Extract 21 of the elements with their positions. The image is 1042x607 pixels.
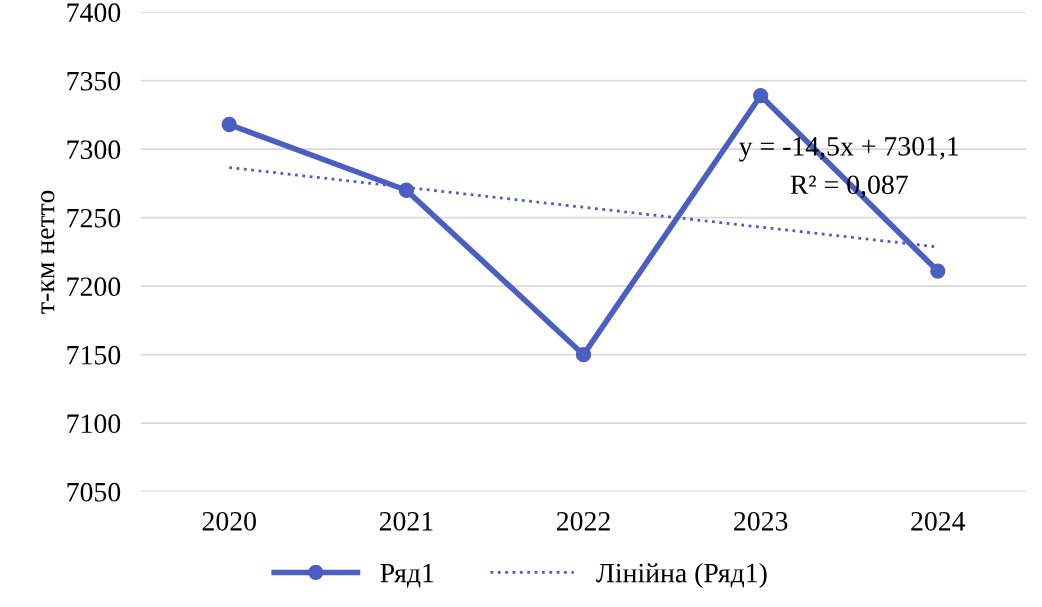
point	[753, 88, 769, 104]
x-tick-label: 2021	[379, 511, 433, 531]
y-tick-label: 7300	[67, 140, 121, 160]
y-axis-title: т-км нетто	[41, 190, 55, 314]
point	[398, 182, 415, 198]
y-tick-label: 7200	[67, 277, 121, 297]
point	[930, 263, 946, 279]
point	[575, 347, 592, 363]
point	[221, 116, 237, 133]
x-tick-label: 2024	[911, 511, 966, 531]
x-tick-label: 2022	[556, 511, 610, 531]
y-tick-label: 7250	[67, 208, 121, 228]
legend-label: Лінійна (Ряд1)	[596, 562, 767, 589]
legend-label: Ряд1	[380, 563, 434, 588]
x-tick-label: 2020	[202, 511, 256, 531]
x-tick-label: 2023	[734, 511, 788, 531]
y-tick-label: 7050	[67, 482, 121, 502]
y-tick-label: 7100	[67, 414, 121, 434]
y-tick-label: 7350	[67, 71, 121, 91]
y-tick-label: 7150	[67, 345, 121, 365]
y-tick-label: 7400	[67, 3, 121, 23]
